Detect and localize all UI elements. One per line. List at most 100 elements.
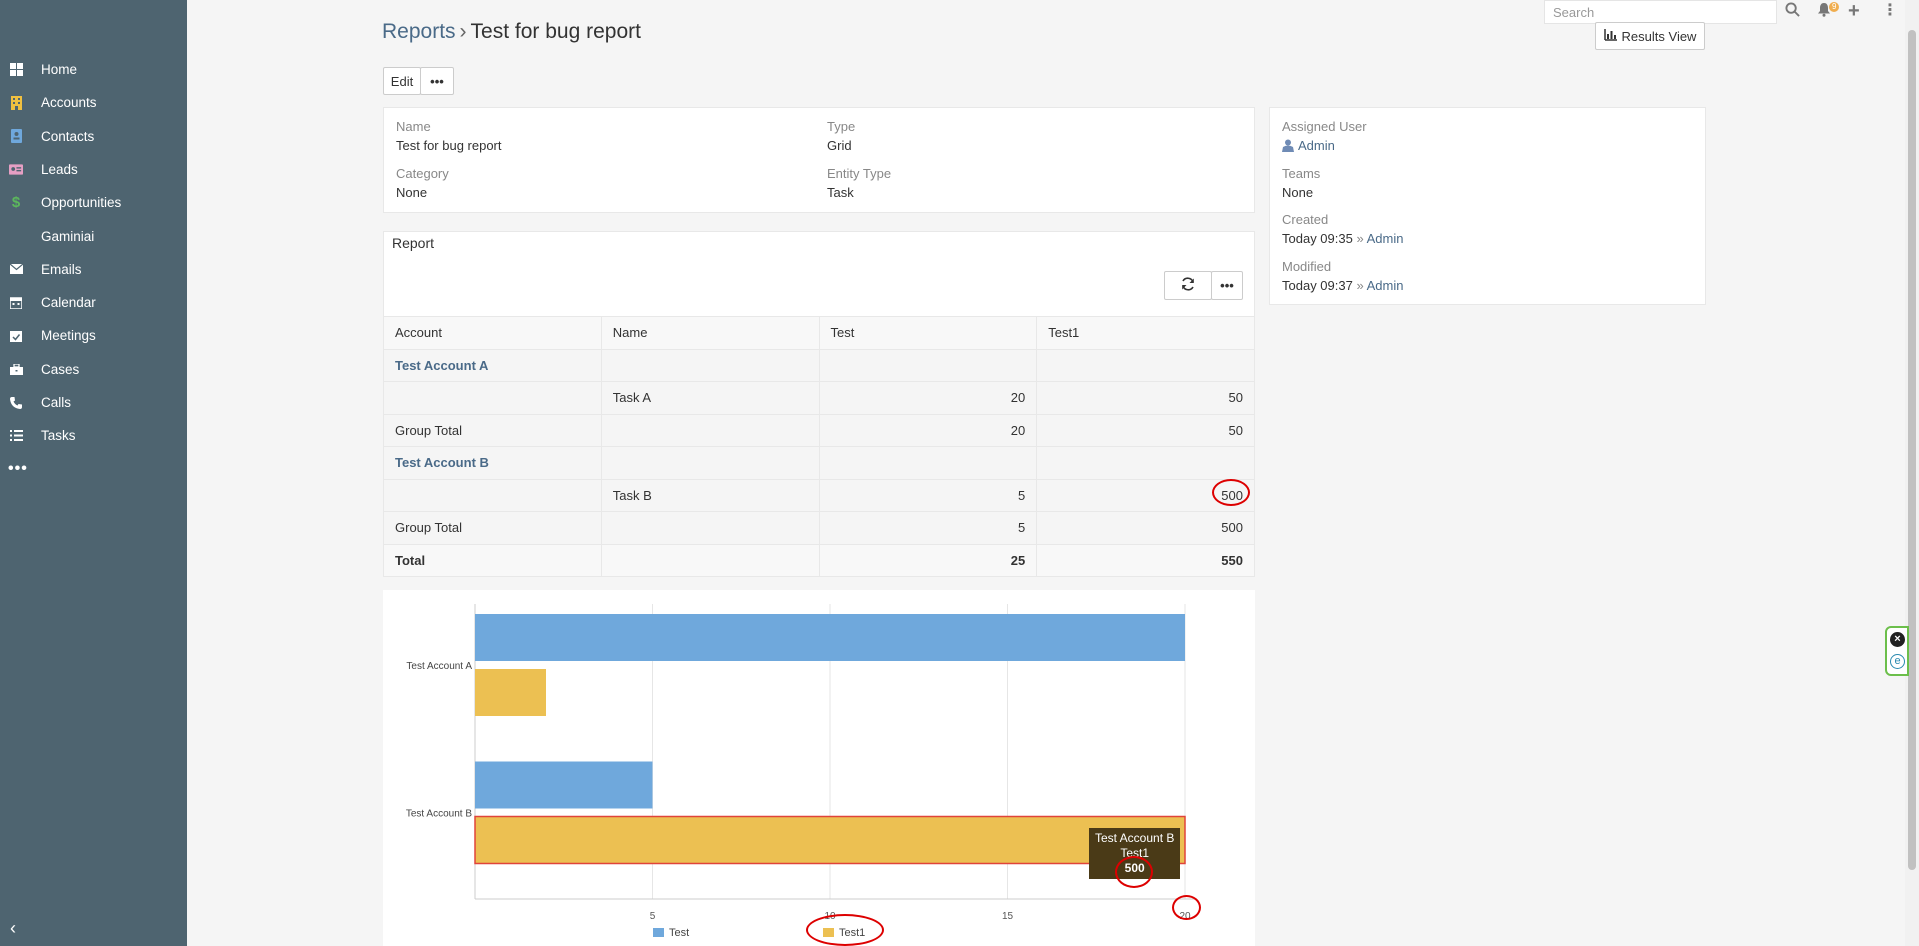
search-icon[interactable] [1785, 2, 1800, 22]
entity-type-label: Entity Type [827, 166, 892, 181]
bar-chart-icon [1603, 28, 1617, 44]
dollar-icon: $ [11, 194, 21, 212]
extension-widget[interactable]: × e [1885, 626, 1909, 676]
results-view-button[interactable]: Results View [1595, 22, 1705, 50]
more-actions-button[interactable]: ••• [420, 67, 454, 95]
sidebar-item-label: Opportunities [41, 195, 122, 211]
tooltip-category: Test Account B [1095, 831, 1175, 845]
refresh-icon [1181, 277, 1195, 294]
sidebar-item-gaminiai[interactable]: Gaminiai [0, 220, 187, 253]
assigned-user-link[interactable]: Admin [1298, 138, 1335, 153]
report-more-button[interactable]: ••• [1211, 271, 1243, 300]
annotation-circle [1115, 856, 1153, 888]
table-cell[interactable]: Test Account A [383, 348, 602, 382]
sidebar-item-home[interactable]: Home [0, 53, 187, 86]
column-header[interactable]: Name [600, 316, 820, 350]
table-cell[interactable]: Test Account B [383, 446, 602, 480]
created-label: Created [1282, 212, 1329, 227]
category-label: Category [396, 166, 449, 181]
entity-type-value: Task [827, 185, 854, 200]
annotation-circle [1212, 479, 1250, 506]
bell-icon[interactable] [1817, 2, 1831, 22]
annotation-circle [806, 914, 884, 946]
user-icon [1282, 139, 1294, 155]
y-category-label: Test Account B [406, 809, 472, 820]
table-cell [600, 348, 820, 382]
type-label: Type [827, 119, 856, 134]
contact-card-icon [9, 129, 23, 144]
created-by-separator: » [1356, 231, 1364, 246]
table-cell: Task A [600, 381, 820, 415]
vertical-dots-icon[interactable]: ⋮ [1882, 2, 1898, 19]
calendar-check-icon [9, 329, 23, 343]
search-input[interactable]: Search [1544, 0, 1777, 24]
table-cell: 5 [818, 511, 1038, 545]
table-cell: 550 [1036, 543, 1255, 577]
report-table: Account Name Test Test1 Test Account A Task … [383, 316, 1255, 577]
table-row: Task A 20 50 [383, 381, 1255, 415]
empty-icon-slot [9, 229, 23, 243]
modified-by-link[interactable]: Admin [1366, 278, 1404, 293]
close-icon[interactable]: × [1890, 632, 1905, 647]
table-row: Group Total 20 50 [383, 413, 1255, 447]
grid-icon [9, 63, 23, 77]
sidebar-item-contacts[interactable]: Contacts [0, 120, 187, 153]
table-cell [818, 446, 1038, 480]
table-row: Test Account B [383, 446, 1255, 480]
table-cell: Group Total [383, 413, 602, 447]
sidebar-item-cases[interactable]: Cases [0, 353, 187, 386]
sidebar-item-label: Meetings [41, 328, 96, 344]
sidebar: Home Accounts Contacts Leads $ Opportunities G… [0, 0, 187, 946]
sidebar-item-label: Accounts [41, 95, 97, 111]
created-value: Today 09:35 » Admin [1282, 231, 1403, 246]
sidebar-item-label: Leads [41, 161, 78, 177]
teams-label: Teams [1282, 166, 1321, 181]
report-panel-title: Report [392, 235, 435, 251]
report-chart: 5 10 15 20 Test Account A Test Account B Test T… [383, 590, 1255, 946]
table-cell: 20 [818, 413, 1038, 447]
collapse-sidebar-icon[interactable]: ‹ [10, 918, 16, 938]
modified-by-separator: » [1356, 278, 1364, 293]
table-cell [1036, 348, 1255, 382]
table-header-row: Account Name Test Test1 [383, 316, 1255, 350]
scrollbar[interactable] [1905, 0, 1919, 946]
created-by-link[interactable]: Admin [1366, 231, 1404, 246]
sidebar-item-label: Tasks [41, 428, 76, 444]
edit-button[interactable]: Edit [383, 67, 421, 95]
column-header[interactable]: Test [818, 316, 1038, 350]
column-header[interactable]: Test1 [1036, 316, 1255, 350]
legend-label: Test [669, 927, 689, 939]
sidebar-item-leads[interactable]: Leads [0, 153, 187, 186]
table-cell [383, 381, 602, 415]
sidebar-item-opportunities[interactable]: $ Opportunities [0, 186, 187, 219]
column-header[interactable]: Account [383, 316, 602, 350]
scrollbar-thumb[interactable] [1908, 30, 1916, 870]
sidebar-item-calls[interactable]: Calls [0, 386, 187, 419]
chart-bar [474, 815, 1186, 865]
type-value: Grid [827, 138, 852, 153]
more-menu-icon[interactable]: ••• [8, 460, 28, 477]
plus-icon[interactable]: + [1848, 0, 1860, 22]
table-row: Group Total 5 500 [383, 511, 1255, 545]
sidebar-item-calendar[interactable]: Calendar [0, 286, 187, 319]
chart-bar [475, 614, 1185, 661]
sidebar-item-meetings[interactable]: Meetings [0, 319, 187, 352]
breadcrumb-separator: › [459, 20, 467, 43]
sidebar-item-label: Calls [41, 395, 72, 410]
refresh-button[interactable] [1164, 271, 1212, 300]
modified-label: Modified [1282, 259, 1332, 274]
table-cell [600, 413, 820, 447]
report-panel-header: Report ••• [383, 231, 1255, 317]
sidebar-item-emails[interactable]: Emails [0, 253, 187, 286]
sidebar-item-label: Gaminiai [41, 228, 95, 244]
sidebar-item-accounts[interactable]: Accounts [0, 86, 187, 119]
x-tick-label: 15 [1002, 911, 1014, 922]
assigned-user-value: Admin [1282, 138, 1335, 155]
sidebar-item-tasks[interactable]: Tasks [0, 419, 187, 452]
table-cell: 20 [818, 381, 1038, 415]
extension-e-icon[interactable]: e [1890, 654, 1905, 669]
results-view-label: Results View [1621, 28, 1697, 44]
breadcrumb-reports-link[interactable]: Reports [382, 20, 456, 43]
table-cell [383, 478, 602, 512]
notification-badge: 9 [1829, 2, 1840, 12]
